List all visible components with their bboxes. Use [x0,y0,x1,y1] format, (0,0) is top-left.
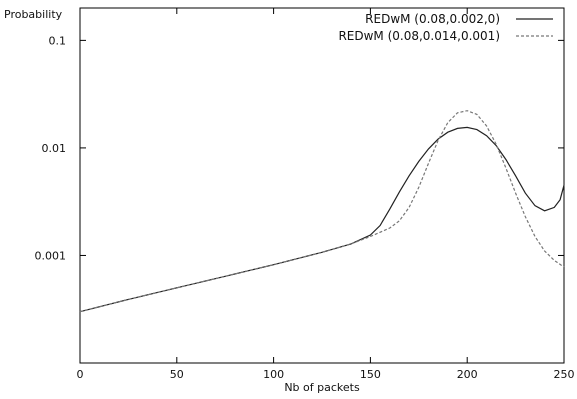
legend-label-1: REDwM (0.08,0.002,0) [365,12,500,26]
x-tick-label: 200 [457,368,478,381]
axis-ticks: 0 50 100 150 200 250 0.001 0.01 0.1 [35,8,575,381]
x-tick-label: 0 [77,368,84,381]
y-tick-label: 0.01 [42,142,67,155]
y-axis-label: Probability [4,8,63,21]
x-tick-label: 50 [170,368,184,381]
legend-label-2: REDwM (0.08,0.014,0.001) [338,29,500,43]
x-tick-label: 150 [360,368,381,381]
legend: REDwM (0.08,0.002,0) REDwM (0.08,0.014,0.… [338,12,553,43]
series-line-2 [79,110,565,313]
x-axis-label: Nb of packets [284,381,360,394]
plot-frame [79,7,565,364]
x-tick-label: 100 [263,368,284,381]
y-tick-label: 0.001 [35,249,67,262]
y-tick-label: 0.1 [49,34,67,47]
series-line-1 [79,126,565,313]
series-lines [79,110,565,313]
x-tick-label: 250 [554,368,575,381]
